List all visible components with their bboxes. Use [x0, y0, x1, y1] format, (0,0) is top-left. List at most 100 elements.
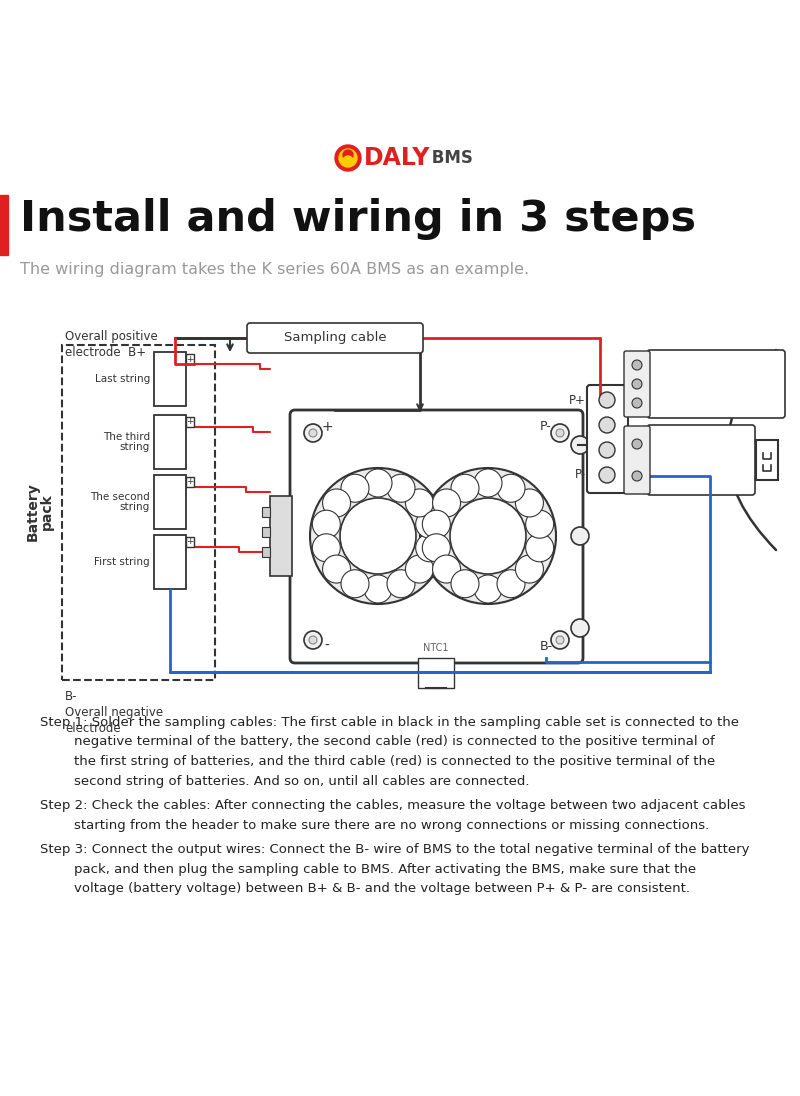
FancyBboxPatch shape	[624, 426, 650, 494]
Circle shape	[364, 575, 392, 603]
Text: Step 3: Connect the output wires: Connect the B- wire of BMS to the total negati: Step 3: Connect the output wires: Connec…	[40, 843, 750, 856]
Text: second string of batteries. And so on, until all cables are connected.: second string of batteries. And so on, u…	[40, 775, 530, 788]
Circle shape	[312, 511, 340, 538]
Text: The second
string: The second string	[90, 492, 150, 513]
Bar	[262, 527, 270, 537]
Text: The wiring diagram takes the K series 60A BMS as an example.: The wiring diagram takes the K series 60…	[20, 262, 529, 277]
Circle shape	[433, 555, 461, 583]
Text: negative terminal of the battery, the second cable (red) is connected to the pos: negative terminal of the battery, the se…	[40, 735, 714, 749]
Circle shape	[556, 429, 564, 437]
Circle shape	[433, 489, 461, 517]
Text: starting from the header to make sure there are no wrong connections or missing : starting from the header to make sure th…	[40, 819, 710, 832]
Circle shape	[632, 398, 642, 408]
Bar	[262, 507, 270, 517]
Bar	[186, 354, 194, 364]
Circle shape	[632, 471, 642, 481]
Bar	[154, 415, 186, 469]
Text: +: +	[186, 478, 194, 487]
FancyBboxPatch shape	[290, 410, 583, 663]
Circle shape	[312, 534, 340, 562]
FancyBboxPatch shape	[587, 385, 628, 493]
Circle shape	[343, 156, 353, 165]
Bar	[262, 547, 270, 557]
Circle shape	[422, 511, 450, 538]
Circle shape	[526, 511, 554, 538]
Text: B-: B-	[539, 639, 553, 652]
Text: +: +	[321, 420, 333, 434]
Circle shape	[364, 469, 392, 496]
Circle shape	[632, 379, 642, 389]
FancyBboxPatch shape	[247, 323, 423, 353]
Text: Step 2: Check the cables: After connecting the cables, measure the voltage betwe: Step 2: Check the cables: After connecti…	[40, 799, 746, 812]
Circle shape	[515, 489, 543, 517]
Bar	[418, 658, 454, 688]
Text: pack, and then plug the sampling cable to BMS. After activating the BMS, make su: pack, and then plug the sampling cable t…	[40, 863, 696, 876]
Bar	[62, 345, 215, 680]
Circle shape	[304, 424, 322, 442]
Circle shape	[599, 392, 615, 408]
Text: load: load	[666, 381, 695, 391]
Bar	[154, 475, 186, 529]
Text: The third
string: The third string	[103, 432, 150, 453]
Circle shape	[387, 570, 415, 597]
Circle shape	[304, 631, 322, 649]
Text: P-: P-	[575, 468, 586, 481]
Circle shape	[599, 442, 615, 458]
Bar	[154, 352, 186, 406]
Bar	[270, 496, 292, 576]
Text: Step 1: Solder the sampling cables: The first cable in black in the sampling cab: Step 1: Solder the sampling cables: The …	[40, 716, 739, 729]
Text: Overall positive
electrode  B+: Overall positive electrode B+	[65, 330, 158, 359]
Circle shape	[310, 468, 446, 604]
Bar	[0, 195, 8, 255]
Circle shape	[340, 498, 416, 574]
Text: Last string: Last string	[94, 374, 150, 384]
Text: the first string of batteries, and the third cable (red) is connected to the pos: the first string of batteries, and the t…	[40, 755, 715, 768]
Text: DALY: DALY	[364, 146, 430, 170]
Circle shape	[474, 469, 502, 496]
Circle shape	[571, 436, 589, 454]
Circle shape	[416, 511, 444, 538]
Circle shape	[422, 534, 450, 562]
Circle shape	[551, 631, 569, 649]
Circle shape	[335, 145, 361, 171]
Circle shape	[341, 570, 369, 597]
Circle shape	[322, 489, 350, 517]
Circle shape	[556, 636, 564, 644]
FancyBboxPatch shape	[647, 350, 785, 418]
Circle shape	[451, 475, 479, 502]
Bar	[186, 537, 194, 547]
Text: First string: First string	[94, 557, 150, 567]
Circle shape	[632, 439, 642, 449]
Circle shape	[526, 534, 554, 562]
Circle shape	[551, 424, 569, 442]
Text: NTC1: NTC1	[423, 643, 449, 653]
Bar	[186, 416, 194, 427]
Text: P+: P+	[569, 393, 586, 407]
Circle shape	[322, 555, 350, 583]
Circle shape	[416, 534, 444, 562]
Text: +  Recharger: + Recharger	[658, 457, 726, 467]
Circle shape	[599, 416, 615, 433]
Circle shape	[474, 575, 502, 603]
Circle shape	[515, 555, 543, 583]
Text: Sampling cable: Sampling cable	[284, 331, 386, 344]
Circle shape	[343, 150, 353, 160]
Text: +: +	[186, 354, 194, 364]
Circle shape	[309, 429, 317, 437]
Circle shape	[341, 475, 369, 502]
Text: B-
Overall negative
electrode: B- Overall negative electrode	[65, 690, 163, 735]
Circle shape	[632, 359, 642, 370]
Circle shape	[420, 468, 556, 604]
Circle shape	[497, 570, 525, 597]
Circle shape	[339, 149, 357, 167]
Bar	[186, 477, 194, 487]
Circle shape	[406, 489, 434, 517]
Bar	[756, 439, 778, 480]
Circle shape	[387, 475, 415, 502]
Circle shape	[450, 498, 526, 574]
FancyBboxPatch shape	[624, 351, 650, 416]
Text: P-: P-	[540, 421, 552, 434]
Bar	[154, 535, 186, 589]
Text: Battery
pack: Battery pack	[26, 482, 54, 541]
Circle shape	[571, 527, 589, 545]
